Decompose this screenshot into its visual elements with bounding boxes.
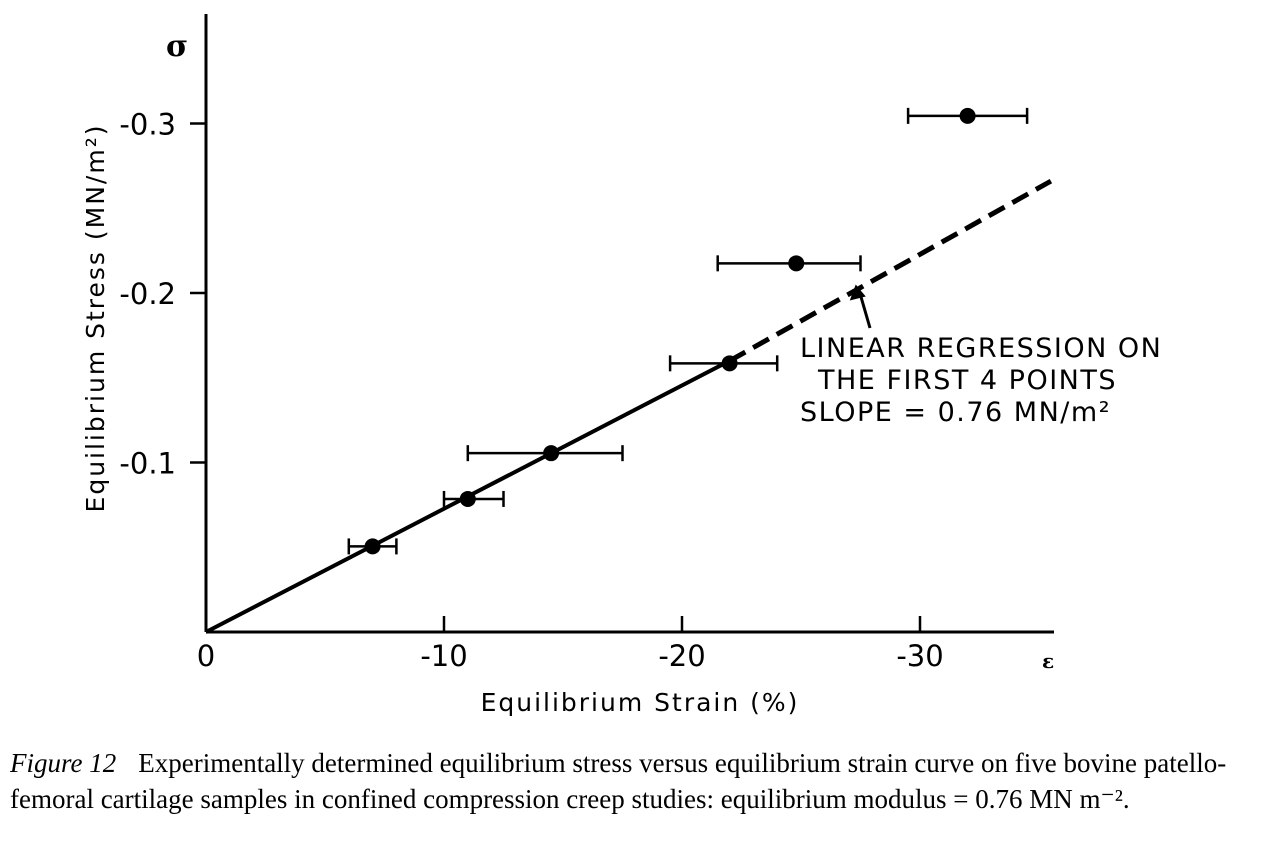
data-marker <box>364 538 381 555</box>
annotation-arrow-shaft <box>858 292 872 329</box>
x-axis-label: Equilibrium Strain (%) <box>481 688 800 717</box>
data-points <box>347 107 1029 555</box>
data-point <box>442 490 505 507</box>
annotation-text-line: LINEAR REGRESSION ON <box>800 333 1162 364</box>
y-tick-label: -0.2 <box>119 277 176 311</box>
stress-strain-chart: -0.1 -0.2 -0.3 0 -10 -20 -30 LINEAR REGRESSION… <box>81 14 1162 717</box>
data-marker <box>721 355 738 372</box>
data-marker <box>543 445 560 462</box>
axis-ticks: -0.1 -0.2 -0.3 0 -10 -20 -30 <box>119 108 943 674</box>
x-tick-label: -20 <box>658 639 705 673</box>
data-marker <box>959 107 976 124</box>
data-point <box>347 538 398 555</box>
axes <box>204 14 1054 634</box>
data-point <box>668 355 779 372</box>
data-marker <box>459 490 476 507</box>
x-axis-symbol: ε <box>1042 649 1054 673</box>
data-point <box>906 107 1029 124</box>
figure-caption: Figure 12 Experimentally determined equil… <box>10 745 1260 817</box>
y-axis-symbol: σ <box>166 29 188 64</box>
y-axis-label: Equilibrium Stress (MN/m²) <box>81 124 110 513</box>
x-tick-label: -30 <box>896 639 943 673</box>
x-tick-label: 0 <box>197 639 215 673</box>
axis-labels: Equilibrium Strain (%) Equilibrium Stress… <box>81 29 1054 717</box>
annotation-text-line: THE FIRST 4 POINTS <box>817 365 1117 396</box>
y-tick-label: -0.3 <box>119 108 176 142</box>
annotation-arrowhead <box>849 284 866 301</box>
data-marker <box>788 255 805 272</box>
figure-number: Figure 12 <box>10 748 117 778</box>
x-tick-label: -10 <box>420 639 467 673</box>
y-tick-label: -0.1 <box>119 447 176 481</box>
annotation-text-line: SLOPE = 0.76 MN/m² <box>800 397 1111 428</box>
regression-dashed-segment <box>728 178 1053 363</box>
data-point <box>466 445 624 462</box>
data-point <box>716 255 862 272</box>
caption-text: Experimentally determined equilibrium st… <box>10 748 1227 814</box>
